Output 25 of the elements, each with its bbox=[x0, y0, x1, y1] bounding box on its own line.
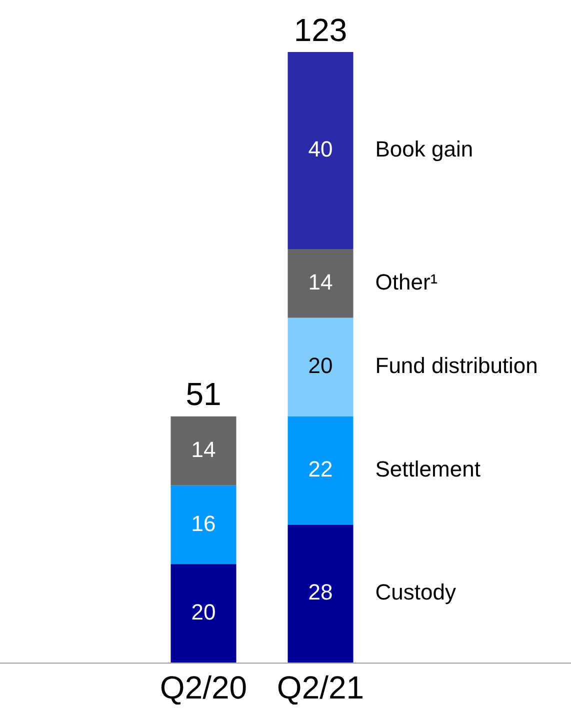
data-label: 14 bbox=[308, 270, 333, 294]
x-tick-label: Q2/20 bbox=[160, 670, 248, 706]
data-label: 20 bbox=[308, 353, 333, 378]
series-label: Other¹ bbox=[375, 270, 438, 294]
data-label: 16 bbox=[191, 510, 216, 536]
total-label: 51 bbox=[186, 376, 222, 412]
series-label: Settlement bbox=[375, 456, 480, 482]
series-label: Book gain bbox=[375, 136, 474, 162]
series-label: Fund distribution bbox=[375, 353, 538, 378]
bar bbox=[288, 524, 354, 663]
total-label: 123 bbox=[294, 12, 348, 48]
data-label: 40 bbox=[308, 136, 333, 162]
data-label: 28 bbox=[308, 580, 333, 605]
bar bbox=[170, 485, 236, 564]
bar bbox=[288, 318, 354, 416]
data-label: 14 bbox=[191, 436, 216, 462]
x-tick-label: Q2/21 bbox=[276, 670, 364, 706]
data-label: 20 bbox=[191, 599, 216, 624]
series-label: Custody bbox=[375, 580, 456, 605]
bar bbox=[288, 416, 354, 525]
data-label: 22 bbox=[308, 456, 333, 482]
bar bbox=[288, 52, 354, 249]
bar bbox=[170, 564, 236, 663]
bar bbox=[288, 248, 354, 318]
bar bbox=[170, 416, 236, 486]
